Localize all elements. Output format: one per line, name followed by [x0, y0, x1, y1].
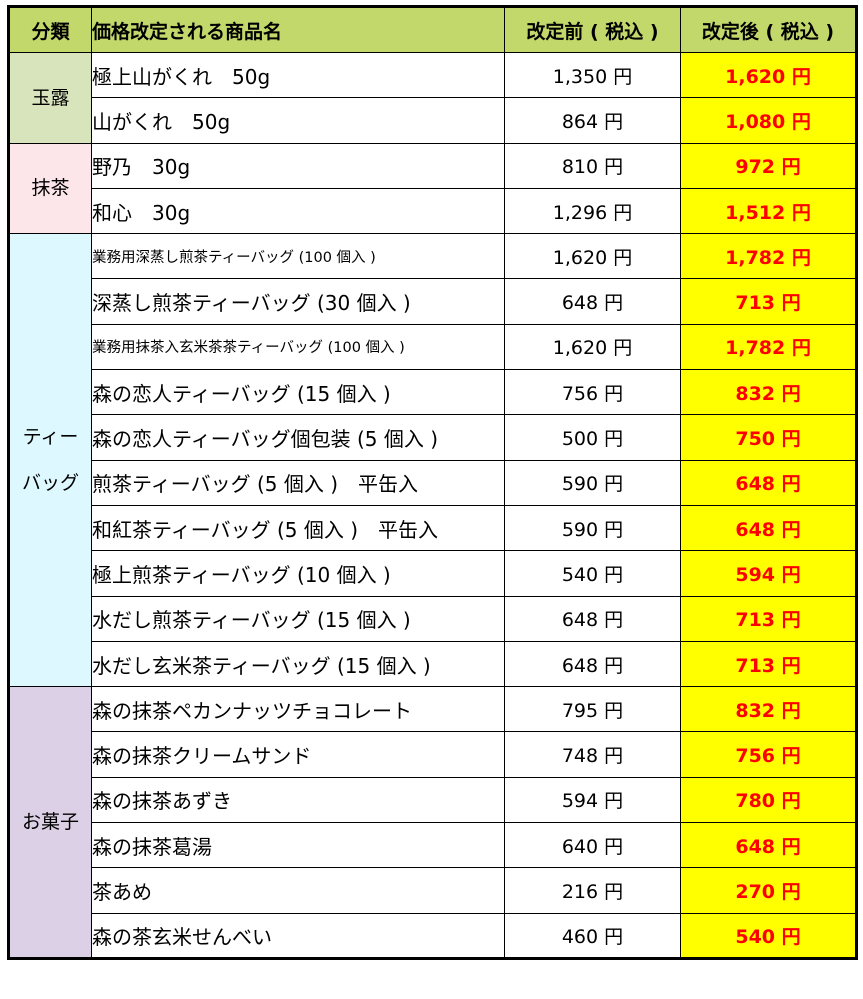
- category-cell: 玉露: [8, 52, 92, 144]
- price-before: 216 円: [504, 867, 681, 914]
- price-before: 748 円: [504, 731, 681, 778]
- price-before: 810 円: [504, 142, 681, 189]
- price-after: 648 円: [680, 504, 857, 552]
- price-after: 972 円: [680, 142, 857, 189]
- product-name: 煎茶ティーバッグ (5 個入 ) 平缶入: [91, 459, 505, 506]
- product-name: 和心 30g: [91, 187, 505, 235]
- price-revision-table: 分類 価格改定される商品名 改定前 ( 税込 ) 改定後 ( 税込 ) 玉露 極上…: [7, 5, 858, 960]
- table-row: 森の恋人ティーバッグ個包装 (5 個入 ) 500 円 750 円: [9, 414, 857, 461]
- table-row: 業務用抹茶入玄米茶茶ティーバッグ (100 個入 ) 1,620 円 1,782 円: [9, 323, 857, 371]
- product-name: 極上山がくれ 50g: [91, 51, 505, 99]
- product-name: 業務用抹茶入玄米茶茶ティーバッグ (100 個入 ): [91, 323, 505, 371]
- product-name: 森の抹茶ペカンナッツチョコレート: [91, 686, 505, 733]
- product-name: 森の恋人ティーバッグ個包装 (5 個入 ): [91, 414, 505, 461]
- price-after: 1,512 円: [680, 187, 857, 235]
- price-before: 795 円: [504, 686, 681, 733]
- price-before: 460 円: [504, 912, 681, 960]
- price-after: 540 円: [680, 912, 857, 960]
- table-row: 森の恋人ティーバッグ (15 個入 ) 756 円 832 円: [9, 369, 857, 416]
- product-name: 森の恋人ティーバッグ (15 個入 ): [91, 369, 505, 416]
- product-name: 森の抹茶クリームサンド: [91, 731, 505, 778]
- price-after: 1,782 円: [680, 323, 857, 371]
- table-row: 森の抹茶クリームサンド 748 円 756 円: [9, 731, 857, 778]
- table-row: 森の抹茶葛湯 640 円 648 円: [9, 822, 857, 869]
- price-before: 1,620 円: [504, 323, 681, 371]
- product-name: 森の茶玄米せんべい: [91, 912, 505, 960]
- price-after: 750 円: [680, 414, 857, 461]
- category-label: 玉露: [31, 86, 70, 109]
- table-row: 玉露 極上山がくれ 50g 1,350 円 1,620 円: [8, 51, 857, 144]
- price-before: 648 円: [504, 595, 681, 642]
- category-label: お菓子: [21, 811, 79, 834]
- table-row: 極上煎茶ティーバッグ (10 個入 ) 540 円 594 円: [9, 550, 857, 597]
- table-row: 森の茶玄米せんべい 460 円 540 円: [9, 912, 857, 960]
- table-row: 抹茶 野乃 30g 810 円 972 円: [8, 142, 857, 235]
- price-after: 1,782 円: [680, 233, 857, 280]
- table-row: お菓子 森の抹茶ペカンナッツチョコレート 795 円 832 円: [8, 686, 857, 959]
- product-name: 野乃 30g: [91, 142, 505, 189]
- table-row: 和紅茶ティーバッグ (5 個入 ) 平缶入 590 円 648 円: [9, 504, 857, 552]
- product-name: 業務用深蒸し煎茶ティーバッグ (100 個入 ): [91, 233, 505, 280]
- table-row: 水だし煎茶ティーバッグ (15 個入 ) 648 円 713 円: [9, 595, 857, 642]
- category-label: バッグ: [21, 472, 79, 495]
- price-before: 648 円: [504, 278, 681, 325]
- category-cell: 抹茶: [8, 142, 92, 235]
- table-row: 山がくれ 50g 864 円 1,080 円: [9, 97, 857, 144]
- category-label: 抹茶: [31, 177, 70, 200]
- price-before: 756 円: [504, 369, 681, 416]
- table-row: 森の抹茶あずき 594 円 780 円: [9, 776, 857, 824]
- price-before: 640 円: [504, 822, 681, 869]
- price-after: 713 円: [680, 595, 857, 642]
- product-name: 深蒸し煎茶ティーバッグ (30 個入 ): [91, 278, 505, 325]
- price-after: 648 円: [680, 459, 857, 506]
- header-category: 分類: [8, 6, 92, 53]
- price-after: 756 円: [680, 731, 857, 778]
- category-cell: ティー バッグ: [8, 233, 92, 688]
- table-row: 水だし玄米茶ティーバッグ (15 個入 ) 648 円 713 円: [9, 640, 857, 688]
- category-cell: お菓子: [8, 686, 92, 959]
- header-price-after: 改定後 ( 税込 ): [680, 6, 857, 53]
- price-before: 648 円: [504, 640, 681, 688]
- price-after: 713 円: [680, 278, 857, 325]
- price-after: 832 円: [680, 369, 857, 416]
- price-after: 832 円: [680, 686, 857, 733]
- table-row: 深蒸し煎茶ティーバッグ (30 個入 ) 648 円 713 円: [9, 278, 857, 325]
- product-name: 山がくれ 50g: [91, 97, 505, 144]
- price-before: 1,620 円: [504, 233, 681, 280]
- table-row: 和心 30g 1,296 円 1,512 円: [9, 187, 857, 235]
- price-after: 270 円: [680, 867, 857, 914]
- price-before: 594 円: [504, 776, 681, 824]
- price-before: 1,296 円: [504, 187, 681, 235]
- product-name: 水だし玄米茶ティーバッグ (15 個入 ): [91, 640, 505, 688]
- header-price-before: 改定前 ( 税込 ): [504, 6, 681, 53]
- price-before: 540 円: [504, 550, 681, 597]
- price-after: 780 円: [680, 776, 857, 824]
- price-before: 590 円: [504, 459, 681, 506]
- price-before: 864 円: [504, 97, 681, 144]
- price-after: 594 円: [680, 550, 857, 597]
- header-row: 分類 価格改定される商品名 改定前 ( 税込 ) 改定後 ( 税込 ): [8, 6, 857, 53]
- product-name: 和紅茶ティーバッグ (5 個入 ) 平缶入: [91, 504, 505, 552]
- price-after: 648 円: [680, 822, 857, 869]
- table-row: ティー バッグ 業務用深蒸し煎茶ティーバッグ (100 個入 ) 1,620 円 1,7…: [8, 233, 857, 688]
- price-after: 1,620 円: [680, 51, 857, 99]
- product-name: 極上煎茶ティーバッグ (10 個入 ): [91, 550, 505, 597]
- table-row: 煎茶ティーバッグ (5 個入 ) 平缶入 590 円 648 円: [9, 459, 857, 506]
- product-name: 森の抹茶葛湯: [91, 822, 505, 869]
- price-before: 500 円: [504, 414, 681, 461]
- category-label: ティー: [22, 426, 79, 449]
- product-name: 茶あめ: [91, 867, 505, 914]
- table-row: 茶あめ 216 円 270 円: [9, 867, 857, 914]
- header-product-name: 価格改定される商品名: [91, 6, 505, 53]
- price-before: 1,350 円: [504, 51, 681, 99]
- price-before: 590 円: [504, 504, 681, 552]
- product-name: 森の抹茶あずき: [91, 776, 505, 824]
- product-name: 水だし煎茶ティーバッグ (15 個入 ): [91, 595, 505, 642]
- price-after: 713 円: [680, 640, 857, 688]
- price-after: 1,080 円: [680, 97, 857, 144]
